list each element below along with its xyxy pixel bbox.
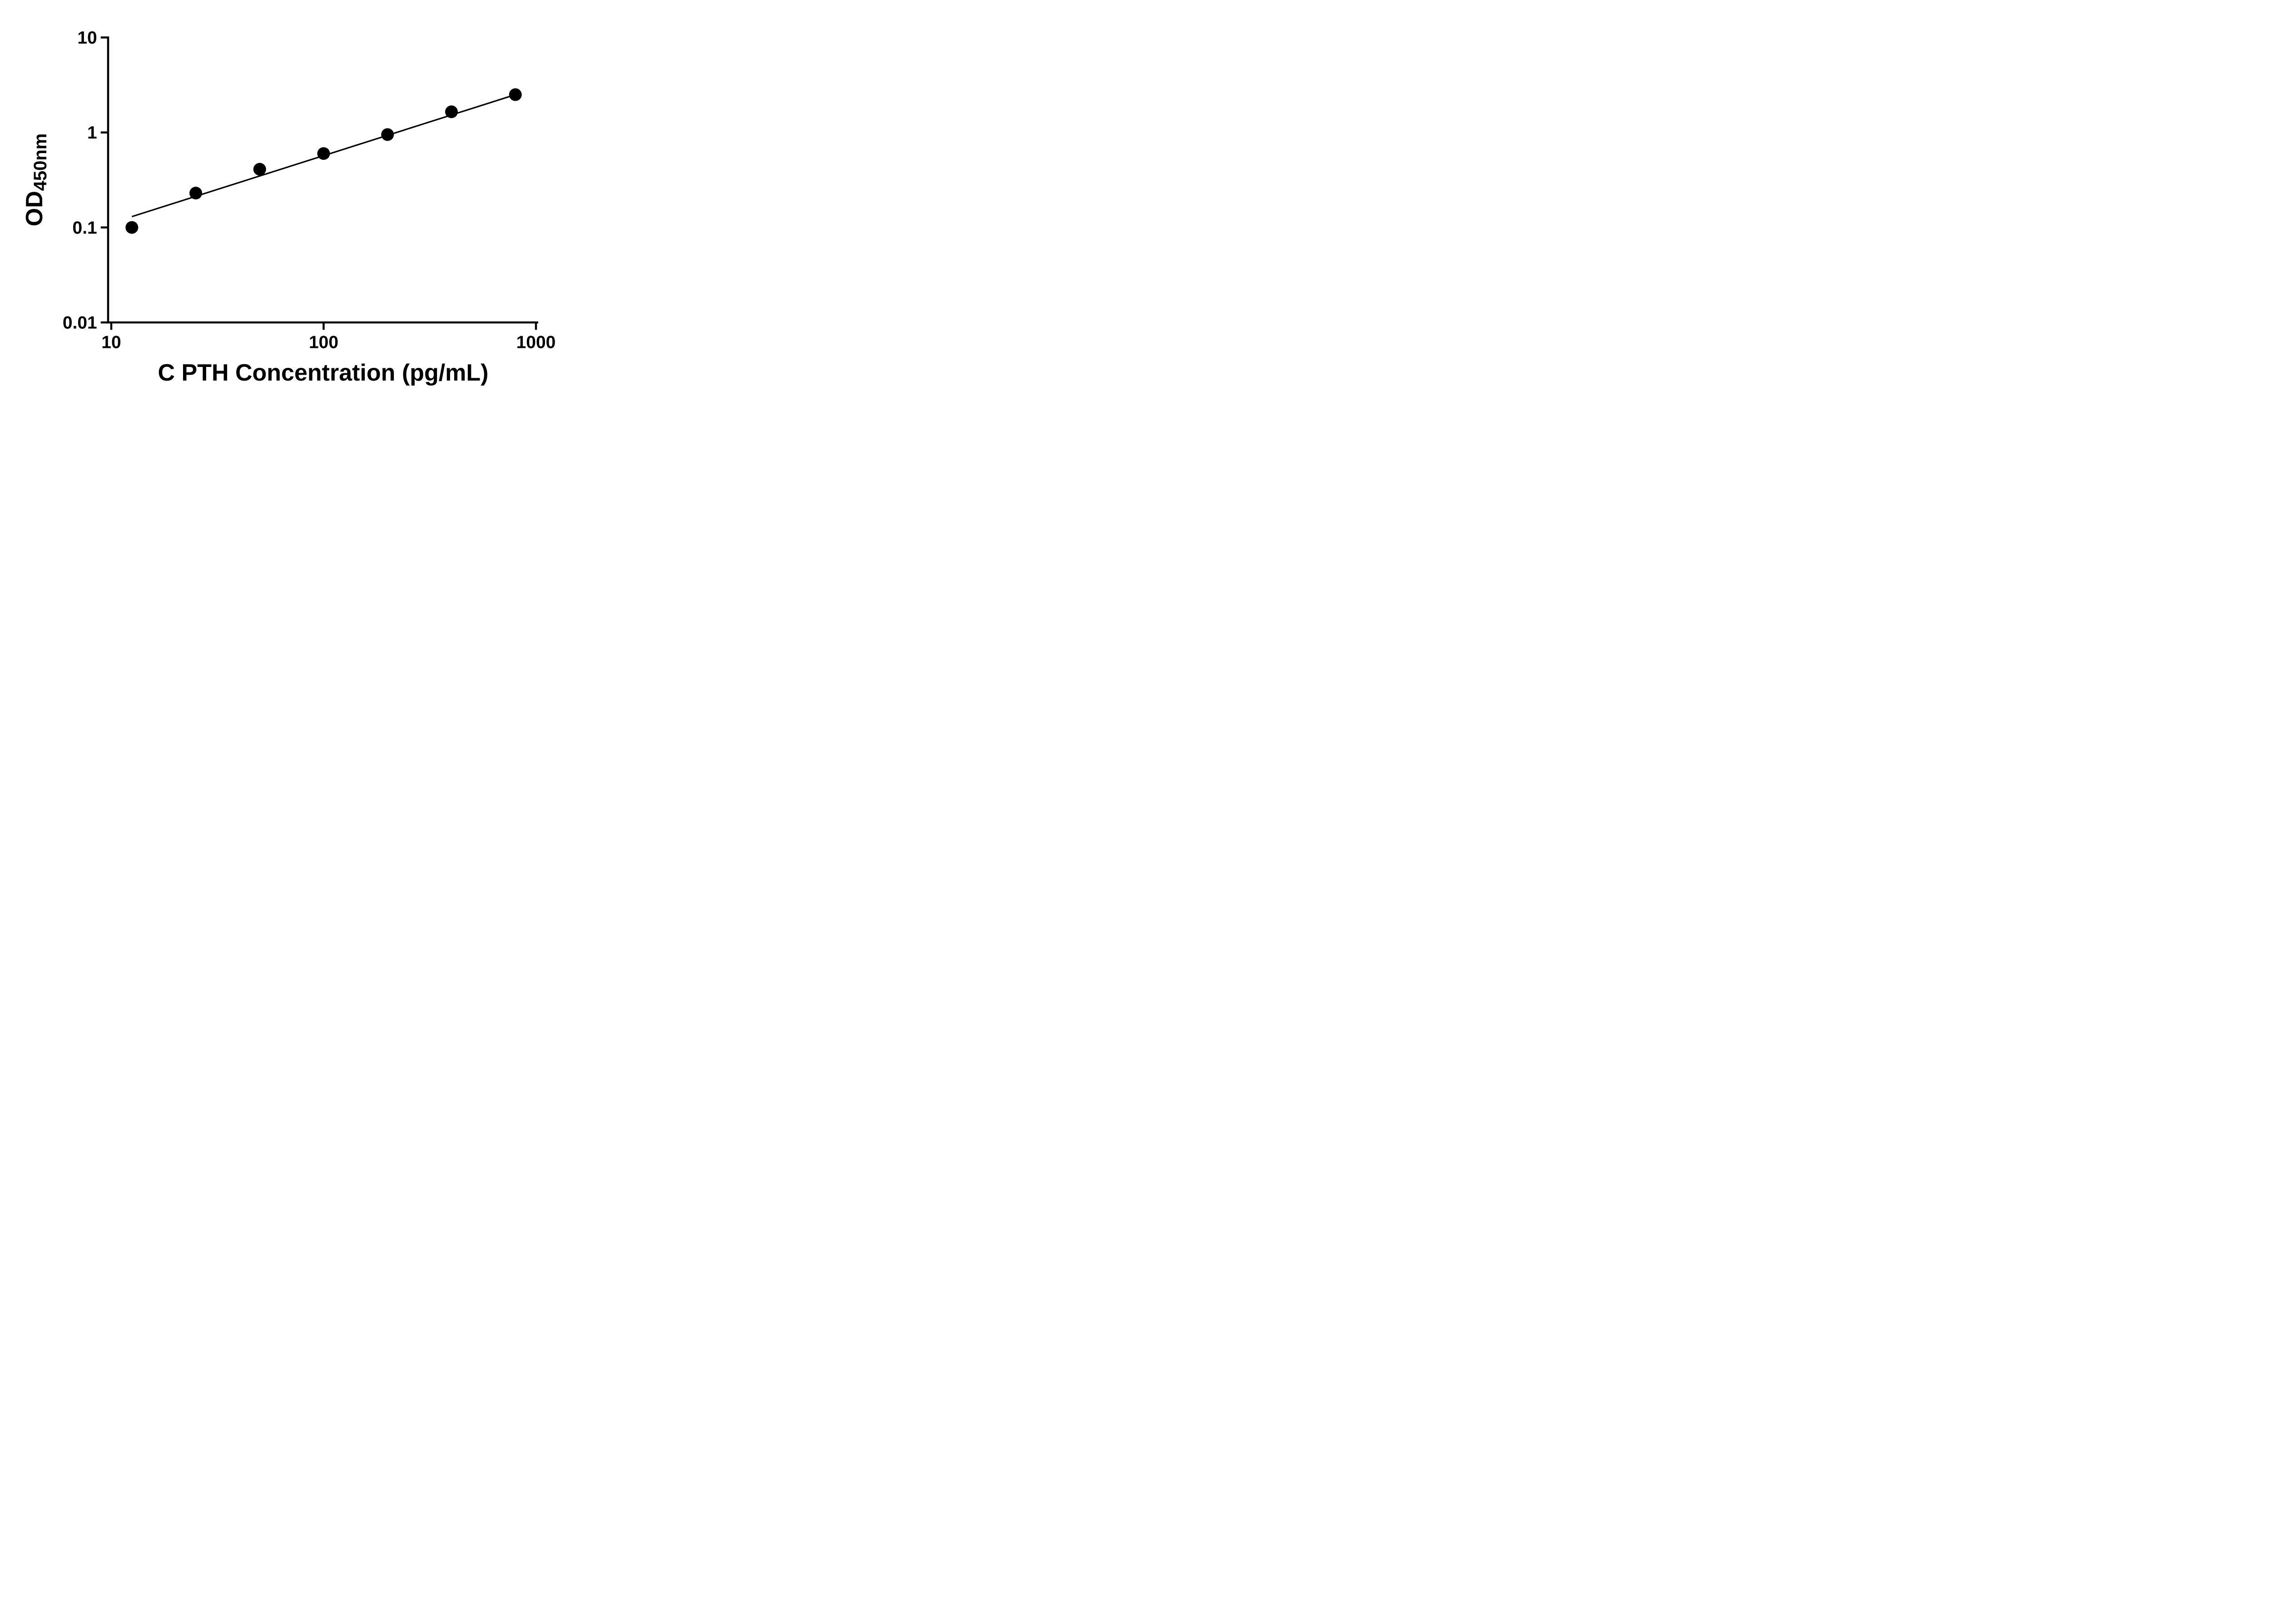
data-point <box>445 105 458 119</box>
y-axis-title-main: OD <box>21 191 48 227</box>
data-point <box>189 187 203 200</box>
data-point <box>381 128 394 141</box>
x-tick-label: 100 <box>309 332 338 352</box>
x-tick-label: 1000 <box>516 332 556 352</box>
y-axis-title: OD 450nm <box>21 133 50 227</box>
y-tick-label: 0.01 <box>63 313 97 333</box>
y-tick-label: 0.1 <box>73 218 97 238</box>
data-point <box>125 221 139 234</box>
x-axis-title: C PTH Concentration (pg/mL) <box>158 360 489 386</box>
data-point <box>253 163 266 176</box>
data-point <box>317 147 330 160</box>
elisa-standard-curve-figure: 10 1 0.1 0.01 10 100 1000 OD 450nm C PTH Concen… <box>0 0 579 406</box>
y-tick-label: 10 <box>77 28 97 48</box>
data-point <box>509 88 522 101</box>
x-tick-label: 10 <box>101 332 121 352</box>
y-axis-title-subscript: 450nm <box>30 133 50 191</box>
y-tick-label: 1 <box>87 123 97 143</box>
